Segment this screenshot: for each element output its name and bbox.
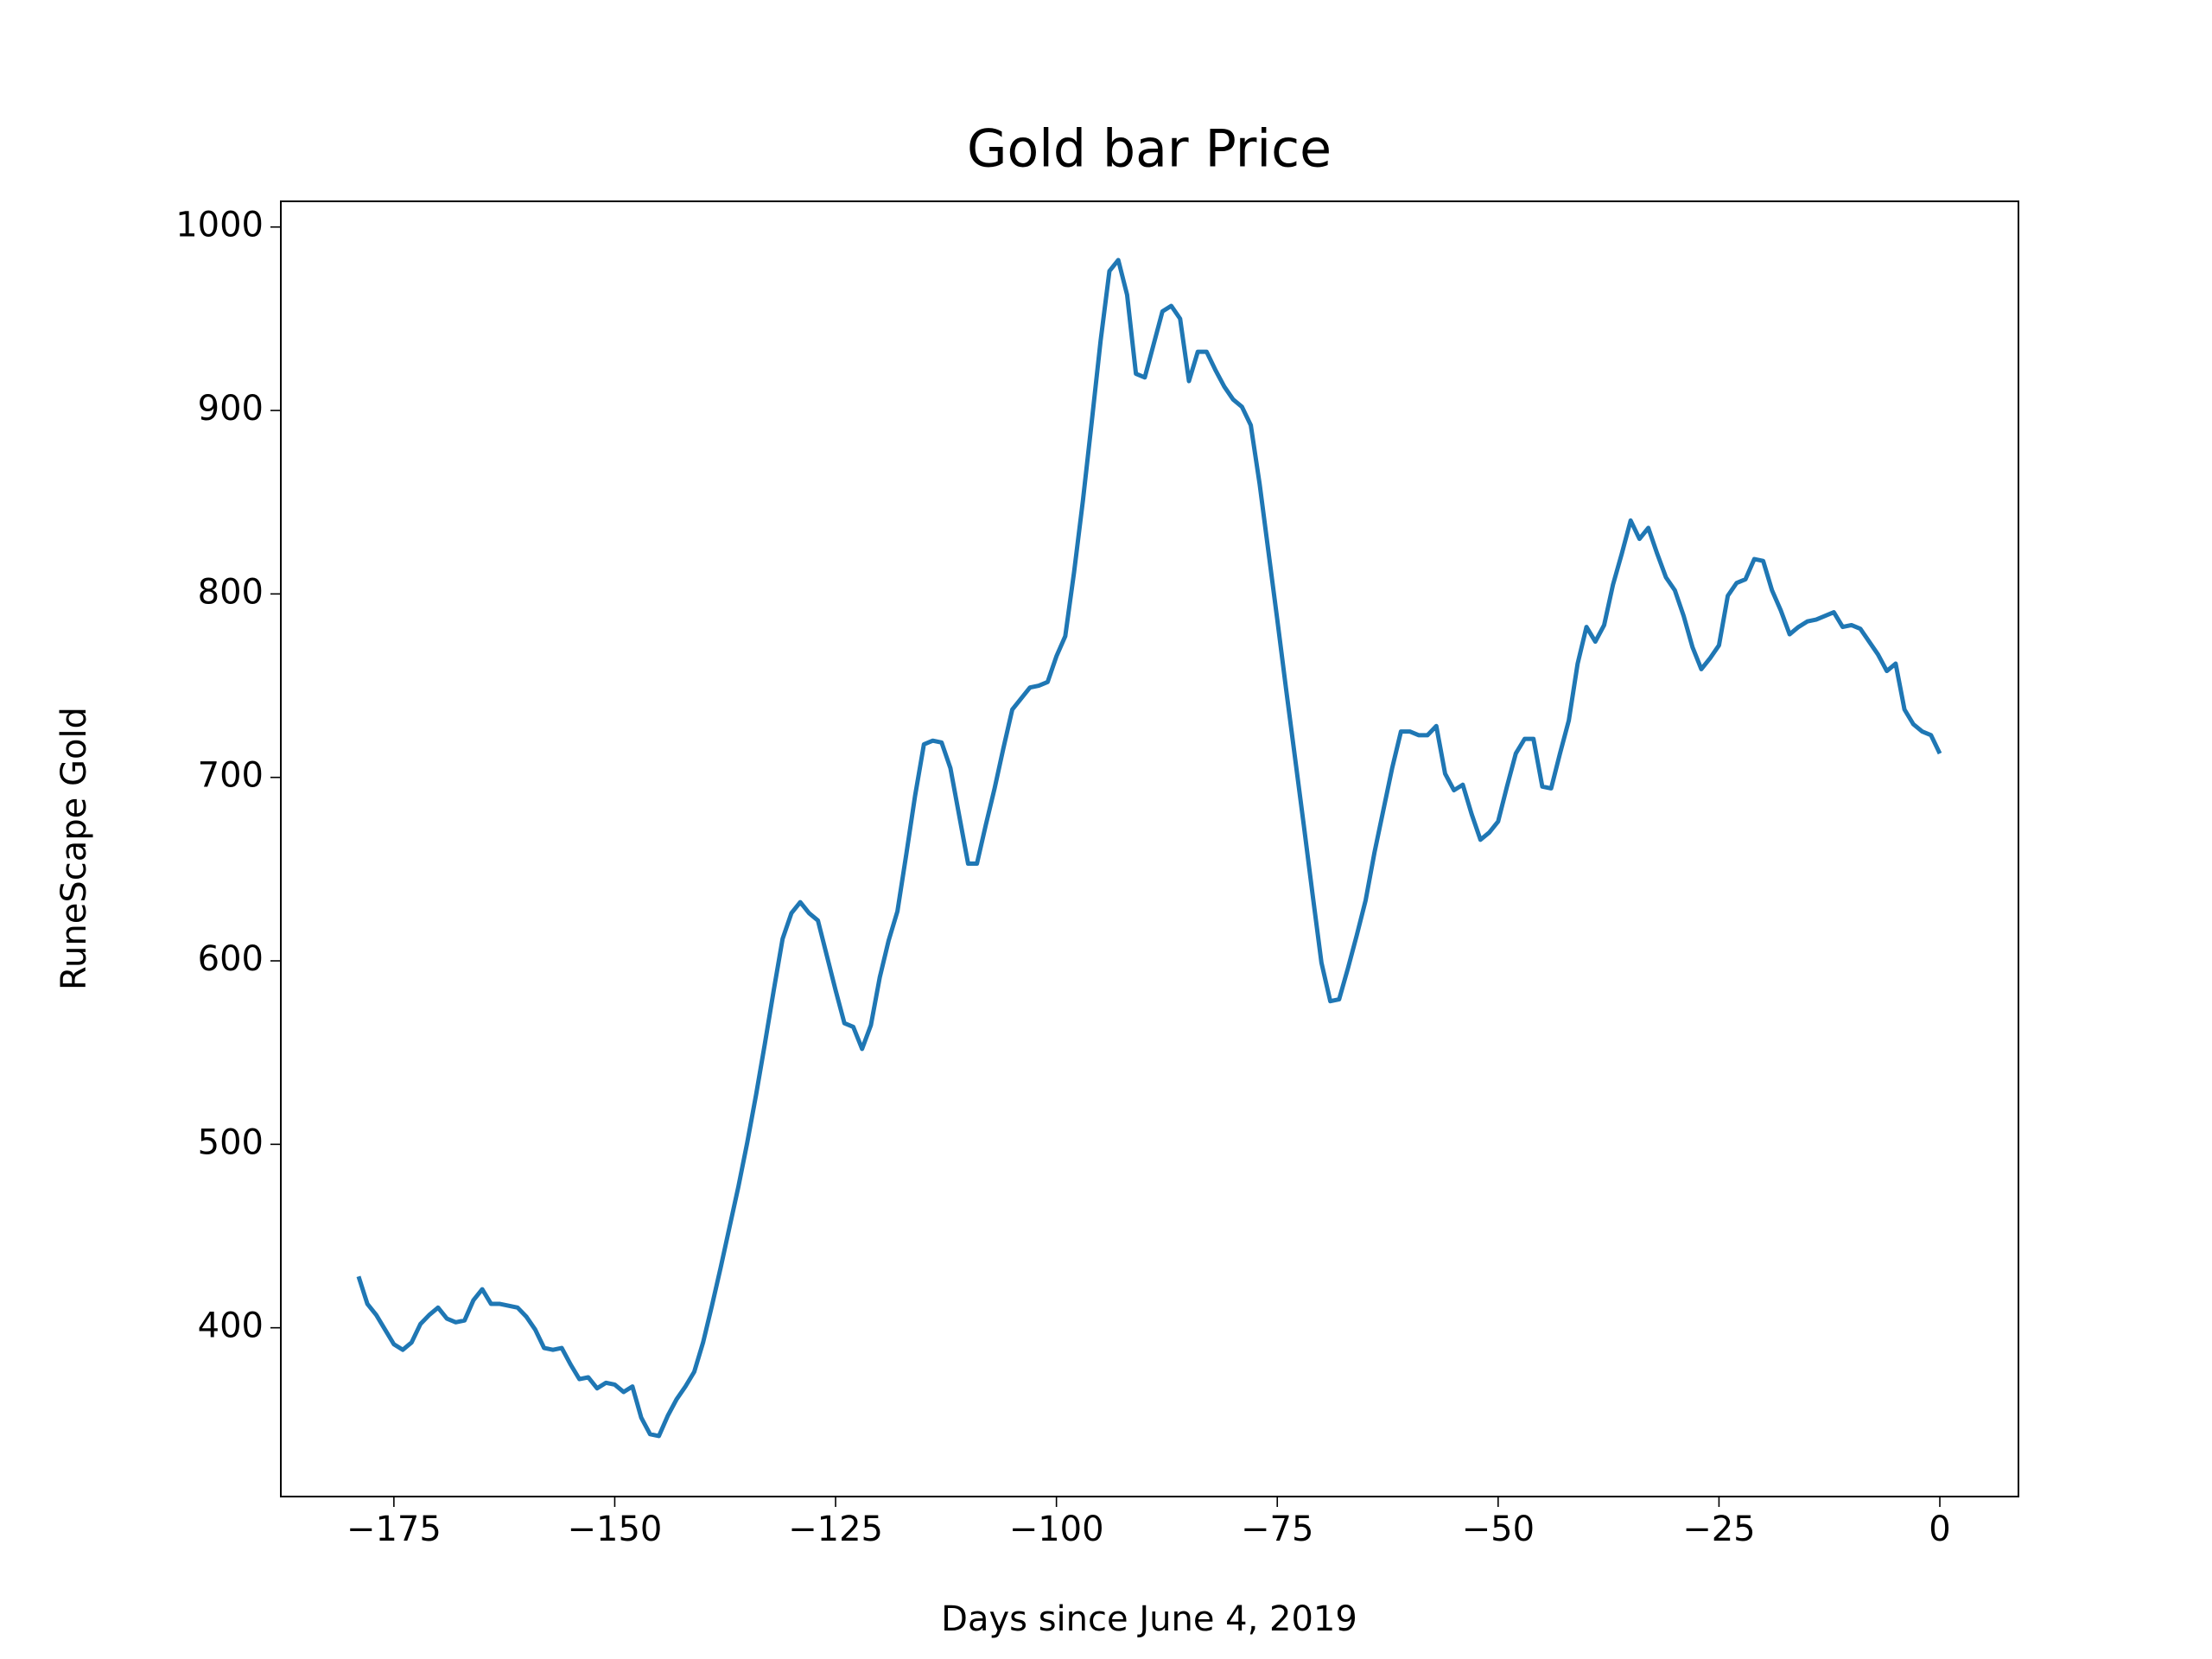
y-tick-label: 700 [198,756,264,796]
x-tick-label: −175 [346,1510,442,1549]
chart-title: Gold bar Price [967,119,1332,180]
x-tick-label: −75 [1241,1510,1313,1549]
x-tick-label: −150 [568,1510,663,1549]
plot-frame [280,200,2019,1497]
y-tick-label: 1000 [175,206,264,245]
x-tick-label: −100 [1009,1510,1104,1549]
x-tick-label: −50 [1462,1510,1535,1549]
x-axis-label: Days since June 4, 2019 [941,1599,1357,1639]
x-tick-label: −25 [1682,1510,1755,1549]
data-line [356,257,1942,1439]
x-tick-label: 0 [1929,1510,1950,1549]
y-axis-label: RuneScape Gold [54,707,94,990]
y-tick-label: 600 [198,939,264,979]
x-tick-label: −125 [788,1510,883,1549]
y-tick-label: 800 [198,572,264,612]
y-tick-label: 500 [198,1122,264,1162]
y-tick-label: 400 [198,1306,264,1346]
y-tick-label: 900 [198,389,264,429]
